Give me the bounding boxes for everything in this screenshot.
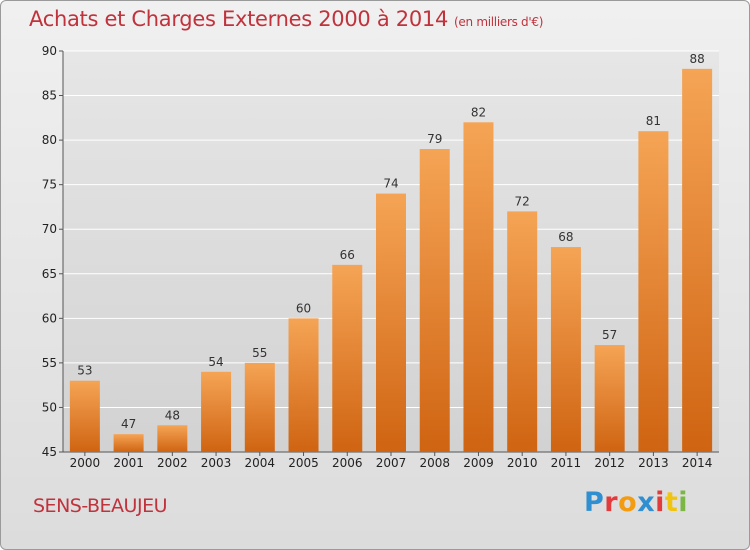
x-tick-label: 2011: [551, 456, 582, 470]
logo-letter: i: [655, 487, 665, 518]
y-tick-label: 70: [42, 222, 57, 236]
logo-letter: x: [637, 487, 656, 518]
proxiti-logo: Proxiti: [584, 487, 688, 518]
data-label: 79: [427, 132, 442, 146]
data-label: 55: [252, 346, 267, 360]
x-tick-label: 2014: [682, 456, 713, 470]
y-tick-label: 45: [42, 445, 57, 459]
x-tick-label: 2001: [113, 456, 144, 470]
data-label: 81: [646, 114, 661, 128]
bar: [419, 149, 450, 452]
y-tick-label: 90: [42, 44, 57, 58]
y-tick-label: 50: [42, 400, 57, 414]
y-tick-label: 60: [42, 311, 57, 325]
x-tick-label: 2007: [376, 456, 407, 470]
x-tick-label: 2003: [201, 456, 232, 470]
data-label: 72: [515, 194, 530, 208]
bar: [157, 425, 188, 452]
bar: [376, 193, 406, 453]
bar: [332, 264, 363, 452]
data-label: 82: [471, 105, 486, 119]
bar: [463, 122, 494, 453]
y-tick-label: 55: [42, 356, 57, 370]
x-tick-label: 2006: [332, 456, 363, 470]
bar: [244, 362, 275, 452]
x-tick-label: 2009: [463, 456, 494, 470]
logo-letter: P: [584, 487, 605, 518]
data-label: 57: [602, 328, 617, 342]
data-label: 68: [558, 230, 573, 244]
bar: [113, 434, 144, 452]
commune-name: SENS-BEAUJEU: [33, 495, 167, 517]
logo-letter: o: [618, 487, 638, 518]
x-tick-label: 2000: [70, 456, 101, 470]
y-tick-label: 85: [42, 89, 57, 103]
data-label: 54: [208, 355, 223, 369]
bar: [594, 345, 625, 452]
title-text: Achats et Charges Externes 2000 à 2014: [29, 7, 449, 31]
x-tick-label: 2013: [638, 456, 669, 470]
y-tick-label: 80: [42, 133, 57, 147]
bar: [638, 131, 669, 452]
chart-subtitle: (en milliers d'€): [454, 15, 544, 29]
x-tick-label: 2008: [419, 456, 450, 470]
data-label: 47: [121, 417, 136, 431]
data-label: 66: [340, 248, 355, 262]
data-label: 53: [77, 364, 92, 378]
data-label: 88: [689, 52, 704, 66]
bar: [550, 247, 581, 452]
data-label: 48: [165, 408, 180, 422]
logo-letter: i: [678, 487, 689, 518]
logo-letter: t: [664, 487, 679, 518]
bar: [507, 211, 538, 452]
chart-title: Achats et Charges Externes 2000 à 2014 (e…: [29, 7, 543, 31]
x-tick-label: 2010: [507, 456, 538, 470]
y-tick-label: 75: [42, 178, 57, 192]
x-tick-label: 2004: [245, 456, 276, 470]
bar: [69, 380, 100, 452]
bar: [288, 318, 319, 452]
y-tick-label: 65: [42, 267, 57, 281]
data-label: 74: [383, 177, 398, 191]
data-label: 60: [296, 301, 311, 315]
bar: [682, 68, 713, 453]
logo-letter: r: [604, 487, 619, 518]
x-tick-label: 2002: [157, 456, 188, 470]
x-tick-label: 2012: [594, 456, 625, 470]
bar: [201, 371, 232, 452]
x-tick-label: 2005: [288, 456, 319, 470]
